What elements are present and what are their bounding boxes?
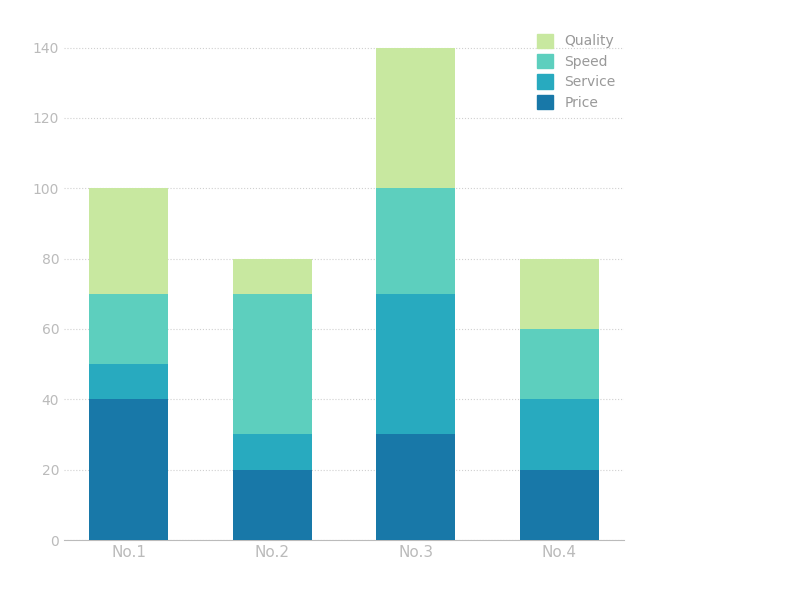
Bar — [90, 294, 168, 364]
Bar — [376, 47, 455, 188]
Bar — [520, 329, 598, 400]
Bar — [233, 259, 312, 294]
Bar — [520, 400, 598, 470]
Bar — [520, 470, 598, 540]
Bar — [90, 400, 168, 540]
Bar — [376, 434, 455, 540]
Legend: Quality, Speed, Service, Price: Quality, Speed, Service, Price — [530, 27, 622, 116]
Bar — [376, 188, 455, 294]
Bar — [233, 470, 312, 540]
Bar — [90, 188, 168, 294]
Bar — [520, 259, 598, 329]
Bar — [233, 434, 312, 470]
Bar — [376, 294, 455, 434]
Bar — [90, 364, 168, 400]
Bar — [233, 294, 312, 434]
